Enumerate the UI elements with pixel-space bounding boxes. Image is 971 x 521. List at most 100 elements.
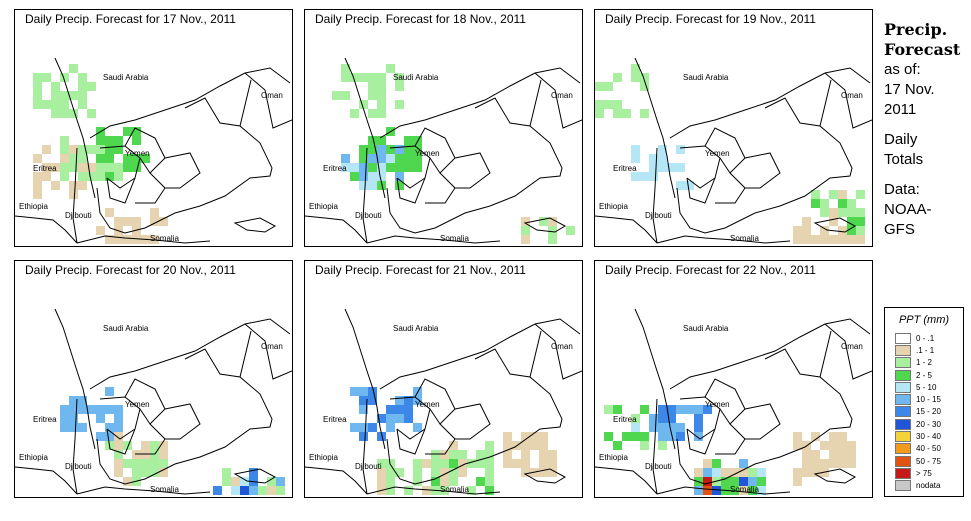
precip-cell — [694, 423, 703, 432]
map-svg: Saudi Arabia Oman Yemen Eritrea Ethiopia Djib… — [305, 308, 582, 495]
border-line — [824, 72, 872, 129]
precip-map: Saudi Arabia Oman Yemen Eritrea Ethiopia Djib… — [305, 28, 582, 246]
border-line — [344, 308, 386, 450]
border-line — [652, 398, 658, 495]
precip-cell — [811, 199, 820, 208]
precip-cell — [431, 459, 440, 468]
legend-swatch — [895, 443, 911, 455]
precip-cell — [838, 190, 847, 199]
precip-cell — [132, 235, 141, 244]
map-label-ethiopia: Ethiopia — [19, 453, 48, 462]
map-label-yemen: Yemen — [125, 400, 150, 409]
precip-cell — [359, 432, 368, 441]
precip-cell — [114, 414, 123, 423]
precip-cell — [847, 459, 856, 468]
precip-cell — [60, 100, 69, 109]
precip-map: Saudi Arabia Oman Yemen Eritrea Ethiopia Djib… — [305, 279, 582, 497]
legend-swatch — [895, 406, 911, 418]
precip-cell — [105, 145, 114, 154]
border-line — [534, 72, 582, 129]
map-label-saudi: Saudi Arabia — [393, 324, 439, 333]
legend-label: > 75 — [916, 468, 932, 478]
precip-cell — [685, 405, 694, 414]
precip-cell — [640, 109, 649, 118]
border-line — [89, 67, 291, 139]
precip-cell — [96, 226, 105, 235]
precip-cell — [676, 163, 685, 172]
map-label-somalia: Somalia — [440, 485, 469, 494]
precip-cell — [60, 136, 69, 145]
legend-item: 50 - 75 — [885, 455, 963, 467]
border-line — [379, 318, 581, 390]
precip-cell — [114, 235, 123, 244]
precip-cell — [856, 235, 865, 244]
border-line — [669, 318, 871, 390]
precip-cell — [359, 154, 368, 163]
border-line — [813, 217, 857, 233]
precip-cell — [78, 145, 87, 154]
border-line — [386, 97, 563, 234]
daily-label: Daily — [884, 131, 918, 148]
precip-cell — [811, 450, 820, 459]
precip-cell — [404, 396, 413, 405]
border-line — [679, 396, 721, 440]
map-label-ethiopia: Ethiopia — [309, 202, 338, 211]
precip-cell — [694, 468, 703, 477]
border-line — [233, 468, 277, 484]
map-label-djibouti: Djibouti — [645, 211, 672, 220]
precip-cell — [69, 109, 78, 118]
border-line — [595, 466, 658, 495]
map-svg: Saudi Arabia Oman Yemen Eritrea Ethiopia Djib… — [595, 57, 872, 244]
precip-cell — [96, 163, 105, 172]
precip-cell — [105, 405, 114, 414]
precip-cell — [395, 145, 404, 154]
precip-cell — [159, 441, 168, 450]
precip-cell — [386, 423, 395, 432]
precip-cell — [539, 441, 548, 450]
border-line — [744, 152, 781, 189]
precip-cell — [838, 199, 847, 208]
border-line — [389, 396, 431, 440]
precip-map: Saudi Arabia Oman Yemen Eritrea Ethiopia Djib… — [15, 28, 292, 246]
precip-cell — [413, 163, 422, 172]
precip-cell — [395, 163, 404, 172]
precip-cell — [676, 432, 685, 441]
precip-cell — [640, 432, 649, 441]
precip-cell — [703, 459, 712, 468]
precip-cell — [622, 432, 631, 441]
border-line — [76, 235, 211, 244]
precip-cell — [42, 73, 51, 82]
ppt-legend: PPT (mm) 0 - .1 .1 - 1 1 - 2 2 - 5 5 - 10 10 … — [884, 307, 964, 497]
precip-cell — [96, 136, 105, 145]
precip-cell — [132, 136, 141, 145]
precip-cell — [96, 405, 105, 414]
precip-cell — [123, 459, 132, 468]
precip-cell — [60, 73, 69, 82]
precip-cell — [449, 477, 458, 486]
legend-swatch — [895, 357, 911, 369]
border-line — [824, 323, 872, 380]
precip-cell — [341, 163, 350, 172]
border-line — [362, 147, 368, 244]
border-line — [72, 398, 78, 495]
precip-cell — [78, 172, 87, 181]
precip-cell — [377, 181, 386, 190]
precip-cell — [69, 190, 78, 199]
precip-cell — [249, 486, 258, 495]
legend-title: PPT (mm) — [898, 314, 950, 326]
forecast-panel-5: Daily Precip. Forecast for 21 Nov., 2011… — [304, 260, 583, 498]
precip-cell — [105, 235, 114, 244]
precip-cell — [33, 91, 42, 100]
legend-swatch — [895, 431, 911, 443]
precip-cell — [78, 181, 87, 190]
precip-cell — [359, 145, 368, 154]
precip-cell — [114, 432, 123, 441]
precip-cell — [539, 450, 548, 459]
precip-cell — [105, 136, 114, 145]
legend-item: 5 - 10 — [885, 381, 963, 393]
precip-cell — [132, 217, 141, 226]
precip-cell — [422, 459, 431, 468]
precip-cell — [141, 154, 150, 163]
precip-cell — [521, 450, 530, 459]
precip-cell — [150, 217, 159, 226]
